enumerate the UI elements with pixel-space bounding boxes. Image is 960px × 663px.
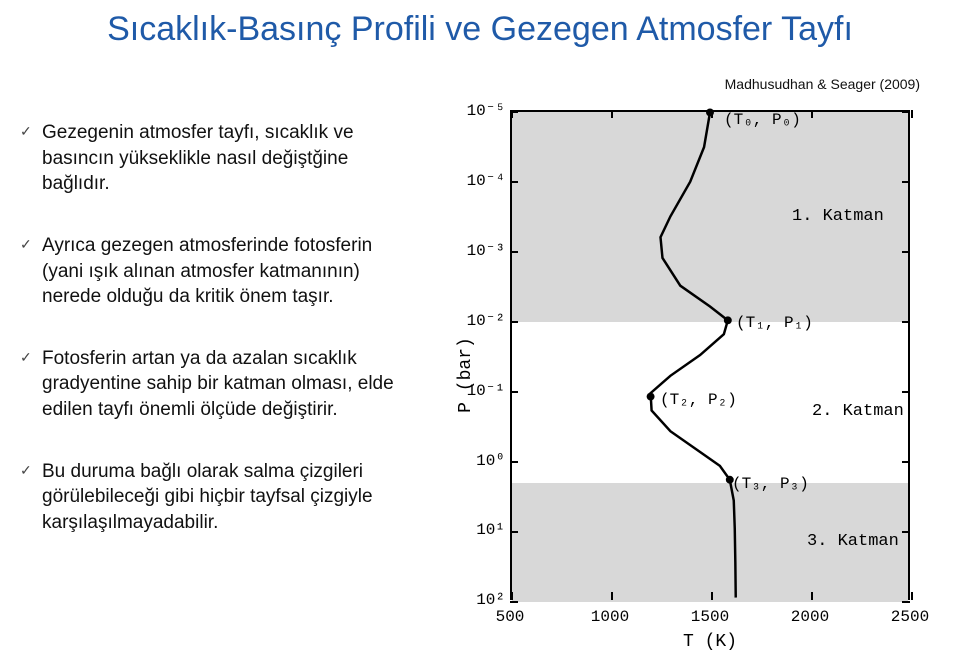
bullet-item: Fotosferin artan ya da azalan sıcaklık g… xyxy=(20,346,400,423)
y-tick-label: 10⁻⁵ xyxy=(460,100,505,120)
x-axis-label: T (K) xyxy=(510,632,910,652)
y-tick-label: 10⁻⁴ xyxy=(460,170,505,190)
citation: Madhusudhan & Seager (2009) xyxy=(725,76,920,92)
tp-point-label: (T₀, P₀) xyxy=(724,111,801,129)
x-tick-label: 500 xyxy=(496,608,525,626)
bullet-item: Ayrıca gezegen atmosferinde fotosferin (… xyxy=(20,233,400,310)
y-tick-label: 10⁰ xyxy=(460,450,505,470)
y-tick-label: 10⁻³ xyxy=(460,240,505,260)
y-tick-label: 10⁻¹ xyxy=(460,380,505,400)
tp-curve xyxy=(512,112,908,598)
y-tick-label: 10¹ xyxy=(460,521,505,539)
y-axis-label: P (bar) xyxy=(456,337,476,413)
tp-profile-chart: P (bar) 1. Katman2. Katman3. Katman(T₀, … xyxy=(420,100,930,650)
x-tick-label: 1000 xyxy=(591,608,629,626)
tp-point-label: (T₃, P₃) xyxy=(732,475,809,493)
bullet-item: Bu duruma bağlı olarak salma çizgileri g… xyxy=(20,459,400,536)
x-tick-label: 1500 xyxy=(691,608,729,626)
plot-box: 1. Katman2. Katman3. Katman(T₀, P₀)(T₁, … xyxy=(510,110,910,600)
x-tick-label: 2500 xyxy=(891,608,929,626)
x-tick-label: 2000 xyxy=(791,608,829,626)
y-tick-label: 10⁻² xyxy=(460,310,505,330)
tp-point-label: (T₁, P₁) xyxy=(736,314,813,332)
bullet-list: Gezegenin atmosfer tayfı, sıcaklık ve ba… xyxy=(20,120,400,572)
bullet-item: Gezegenin atmosfer tayfı, sıcaklık ve ba… xyxy=(20,120,400,197)
page-title: Sıcaklık-Basınç Profili ve Gezegen Atmos… xyxy=(20,10,940,49)
y-tick-label: 10² xyxy=(460,591,505,609)
tp-point-label: (T₂, P₂) xyxy=(660,391,737,409)
